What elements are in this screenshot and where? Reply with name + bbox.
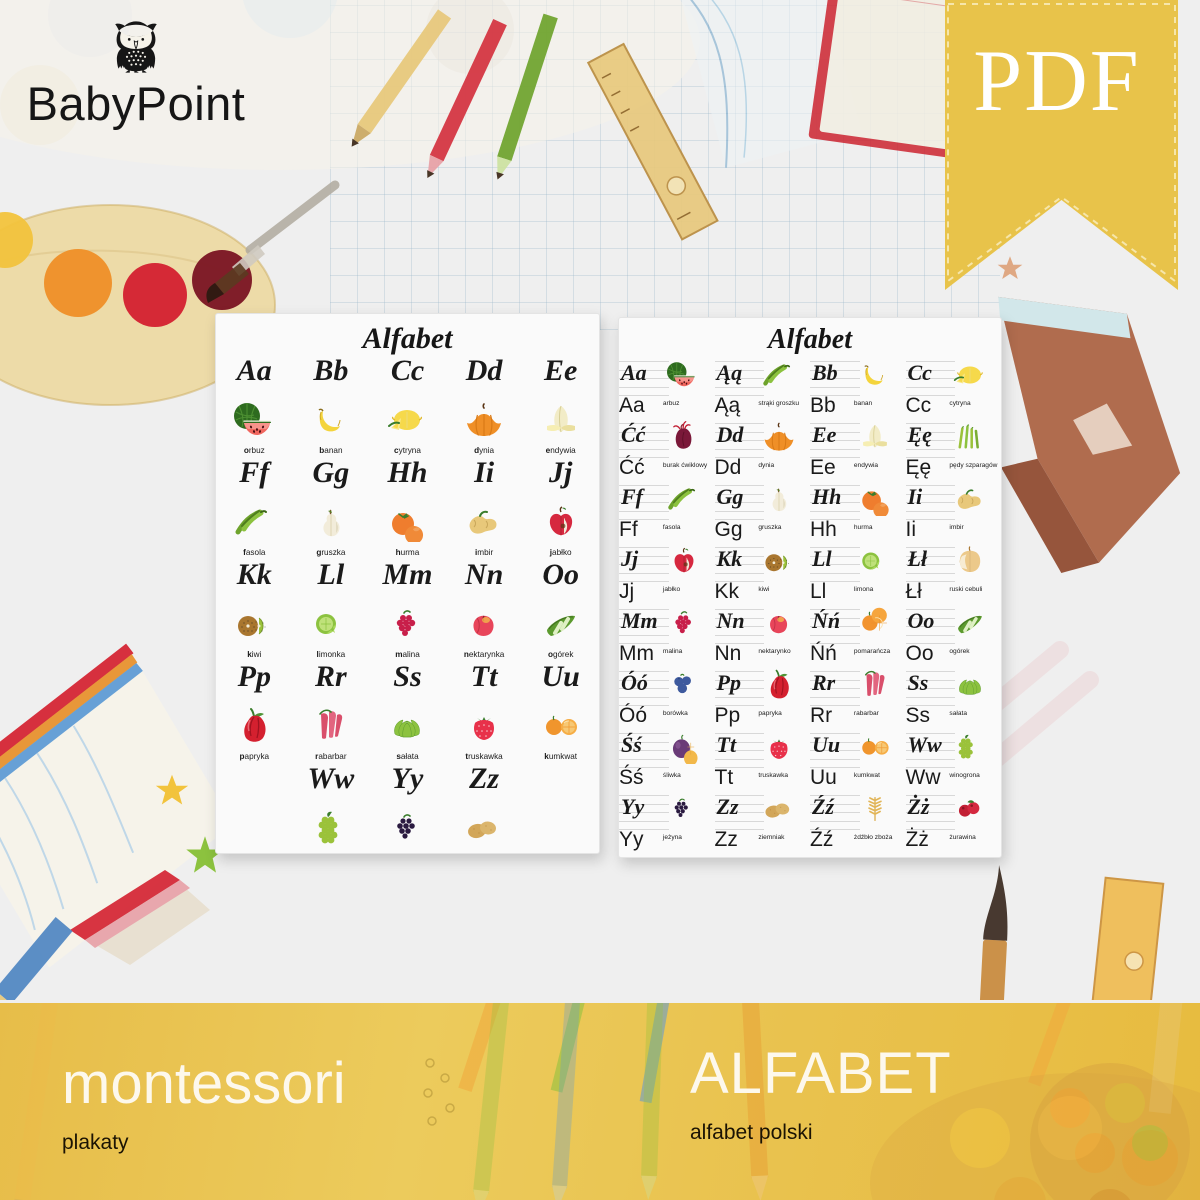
svg-text:PDF: PDF [973, 33, 1140, 130]
